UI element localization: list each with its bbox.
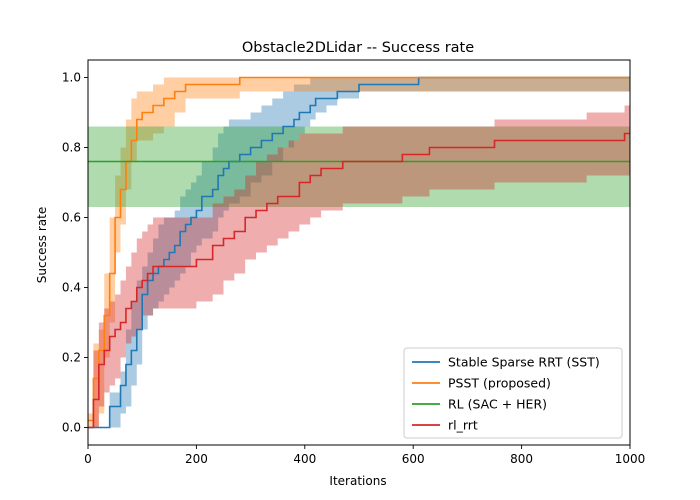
x-axis-label: Iterations xyxy=(329,474,386,488)
chart-title: Obstacle2DLidar -- Success rate xyxy=(242,40,474,56)
line-stable-sparse-rrt-sst xyxy=(88,76,630,429)
axes-frame xyxy=(87,59,631,446)
legend: Stable Sparse RRT (SST) PSST (proposed) RL… xyxy=(403,347,623,439)
y-tick-label: 0.6 xyxy=(62,211,81,225)
legend-label: rl_rrt xyxy=(448,418,478,433)
y-tick-label: 0.2 xyxy=(62,351,81,365)
legend-label: RL (SAC + HER) xyxy=(448,397,547,412)
band-rl-rrt xyxy=(88,105,630,428)
legend-label: Stable Sparse RRT (SST) xyxy=(448,355,600,370)
y-tick-label: 0.4 xyxy=(62,281,81,295)
x-tick-label: 0 xyxy=(84,452,92,466)
x-tick-label: 200 xyxy=(185,452,208,466)
line-psst-proposed xyxy=(88,76,630,422)
legend-label: PSST (proposed) xyxy=(448,376,551,391)
x-axis: 0 200 400 600 800 1000 xyxy=(84,445,645,466)
y-axis: 0.0 0.2 0.4 0.6 0.8 1.0 xyxy=(62,71,88,435)
x-tick-label: 600 xyxy=(402,452,425,466)
y-tick-label: 1.0 xyxy=(62,71,81,85)
x-tick-label: 1000 xyxy=(615,452,646,466)
series-lines xyxy=(88,76,630,429)
line-rl-rrt xyxy=(88,132,630,429)
y-axis-label: Success rate xyxy=(35,207,49,284)
y-tick-label: 0.0 xyxy=(62,421,81,435)
plot-area xyxy=(87,59,631,446)
legend-box xyxy=(403,347,623,439)
y-tick-label: 0.8 xyxy=(62,141,81,155)
x-tick-label: 400 xyxy=(293,452,316,466)
band-stable-sparse-rrt-sst xyxy=(88,77,630,428)
x-tick-label: 800 xyxy=(510,452,533,466)
